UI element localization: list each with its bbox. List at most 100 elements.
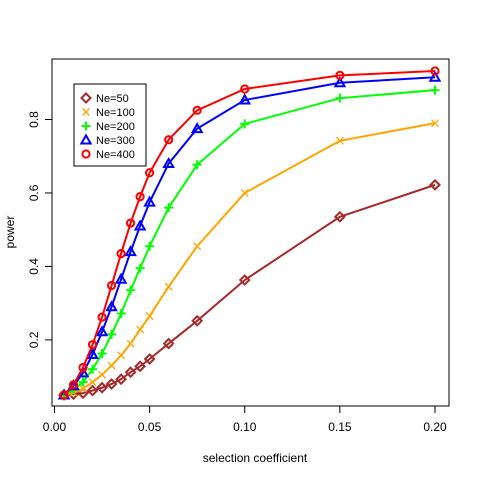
data-point: [135, 263, 145, 273]
data-point: [134, 360, 147, 373]
data-point: [78, 362, 88, 373]
data-point: [59, 390, 69, 400]
data-point: [240, 188, 249, 197]
data-point: [96, 381, 108, 394]
legend-marker: [82, 108, 90, 116]
legend-marker: [79, 133, 93, 145]
legend-marker: [81, 121, 91, 131]
data-point: [193, 242, 202, 251]
data-point: [238, 274, 251, 286]
data-point: [136, 325, 145, 334]
data-point: [86, 384, 99, 397]
data-point: [114, 272, 128, 284]
y-axis: 0.2 0.4 0.6 0.8: [27, 111, 53, 348]
data-point: [97, 312, 107, 322]
legend: Ne=50 Ne=100 Ne=200 Ne=300 Ne=400: [73, 83, 147, 167]
data-point: [240, 119, 250, 129]
data-point: [335, 136, 344, 145]
data-point: [68, 380, 79, 390]
series-layer: [57, 66, 442, 401]
data-point: [79, 384, 87, 393]
data-point: [105, 378, 118, 390]
series-ne-200: [59, 85, 440, 400]
y-axis-label: power: [3, 216, 17, 249]
x-tick-label: 0.00: [43, 420, 67, 434]
data-point: [164, 135, 174, 145]
data-point: [115, 373, 127, 386]
legend-entry: Ne=50: [80, 92, 129, 105]
x-axis: 0.00 0.05 0.10 0.15 0.20: [43, 405, 447, 434]
legend-entry: Ne=400: [81, 149, 135, 161]
data-point: [430, 85, 440, 95]
data-point: [335, 70, 345, 81]
data-point: [116, 248, 126, 259]
data-point: [88, 378, 97, 387]
data-point: [428, 70, 442, 82]
series-ne-400: [59, 66, 440, 400]
data-point: [97, 348, 107, 358]
legend-entry: Ne=300: [79, 133, 135, 147]
data-point: [335, 93, 345, 103]
data-point: [98, 370, 107, 379]
legend-marker: [81, 149, 91, 159]
data-point: [192, 160, 202, 170]
data-point: [333, 76, 347, 88]
data-point: [126, 339, 135, 348]
y-tick-label: 0.6: [27, 184, 41, 201]
data-point: [87, 340, 98, 350]
data-point: [126, 285, 136, 295]
data-point: [192, 105, 202, 115]
data-point: [430, 66, 440, 76]
data-point: [164, 282, 173, 291]
x-tick-label: 0.05: [138, 420, 162, 434]
y-tick-label: 0.8: [27, 111, 41, 128]
data-point: [143, 195, 156, 207]
x-tick-label: 0.15: [328, 420, 352, 434]
series-line: [63, 183, 436, 396]
legend-entry: Ne=200: [81, 121, 135, 133]
data-point: [143, 353, 156, 365]
data-point: [238, 93, 252, 105]
data-point: [88, 364, 98, 374]
data-point: [86, 347, 99, 360]
data-point: [125, 218, 136, 228]
data-point: [116, 308, 126, 318]
legend-label: Ne=50: [96, 93, 129, 105]
series-line: [63, 70, 436, 396]
legend-entry: Ne=100: [82, 107, 135, 119]
data-point: [135, 192, 145, 202]
data-point: [117, 351, 126, 360]
data-point: [240, 84, 250, 94]
x-tick-label: 0.10: [233, 420, 257, 434]
data-point: [162, 156, 175, 169]
data-point: [133, 219, 147, 231]
data-point: [145, 168, 155, 178]
data-point: [124, 366, 137, 379]
data-point: [124, 245, 137, 257]
legend-label: Ne=200: [96, 121, 135, 133]
data-point: [429, 178, 441, 191]
data-point: [162, 337, 175, 350]
legend-label: Ne=300: [96, 135, 135, 147]
legend-label: Ne=100: [96, 107, 135, 119]
data-point: [106, 280, 117, 291]
y-tick-label: 0.2: [27, 331, 41, 348]
data-point: [145, 241, 155, 251]
data-point: [105, 300, 118, 312]
data-point: [78, 377, 88, 387]
legend-marker: [80, 92, 92, 104]
data-point: [333, 210, 346, 223]
data-point: [107, 329, 117, 339]
data-point: [107, 361, 116, 370]
data-point: [191, 314, 204, 327]
legend-label: Ne=400: [96, 149, 135, 161]
data-point: [164, 203, 174, 213]
data-point: [145, 312, 154, 320]
x-axis-label: selection coefficient: [203, 451, 308, 465]
data-point: [95, 325, 109, 337]
y-tick-label: 0.4: [27, 258, 41, 275]
data-point: [190, 122, 204, 134]
data-point: [431, 119, 439, 128]
x-tick-label: 0.20: [423, 420, 447, 434]
